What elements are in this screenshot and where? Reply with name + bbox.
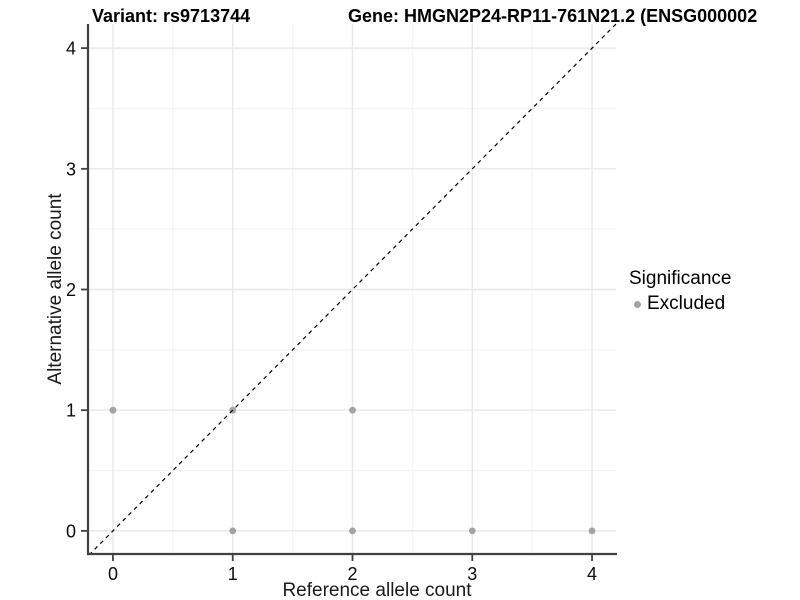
svg-text:4: 4 <box>587 564 597 584</box>
axis-lines <box>86 24 617 556</box>
legend-title: Significance <box>629 268 732 289</box>
x-axis-title: Reference allele count <box>282 580 472 600</box>
svg-text:3: 3 <box>467 564 477 584</box>
svg-text:1: 1 <box>66 401 76 421</box>
point <box>468 527 476 535</box>
legend-item-label: Excluded <box>647 293 726 314</box>
major-gridlines <box>89 24 616 555</box>
y-axis-title: Alternative allele count <box>45 193 66 385</box>
point <box>349 527 356 535</box>
svg-text:2: 2 <box>66 280 76 300</box>
point <box>109 406 117 414</box>
legend-item-excluded: Excluded <box>634 293 731 315</box>
svg-text:0: 0 <box>108 564 118 584</box>
svg-text:3: 3 <box>66 159 76 179</box>
point <box>229 527 237 535</box>
variant-title: Variant: rs9713744 <box>92 6 251 26</box>
axis-ticks <box>81 47 593 561</box>
point <box>349 406 356 414</box>
svg-text:1: 1 <box>228 564 238 584</box>
excluded-dot-icon <box>634 300 641 308</box>
axis-tick-labels: 0 1 2 3 4 0 1 2 3 4 <box>66 39 597 584</box>
point <box>588 527 596 535</box>
gene-title: Gene: HMGN2P24-RP11-761N21.2 (ENSG000002 <box>348 6 758 26</box>
svg-text:0: 0 <box>66 521 76 541</box>
data-points <box>109 406 596 535</box>
svg-text:2: 2 <box>347 564 357 584</box>
svg-text:4: 4 <box>66 39 76 59</box>
legend: Significance Excluded <box>629 268 731 315</box>
